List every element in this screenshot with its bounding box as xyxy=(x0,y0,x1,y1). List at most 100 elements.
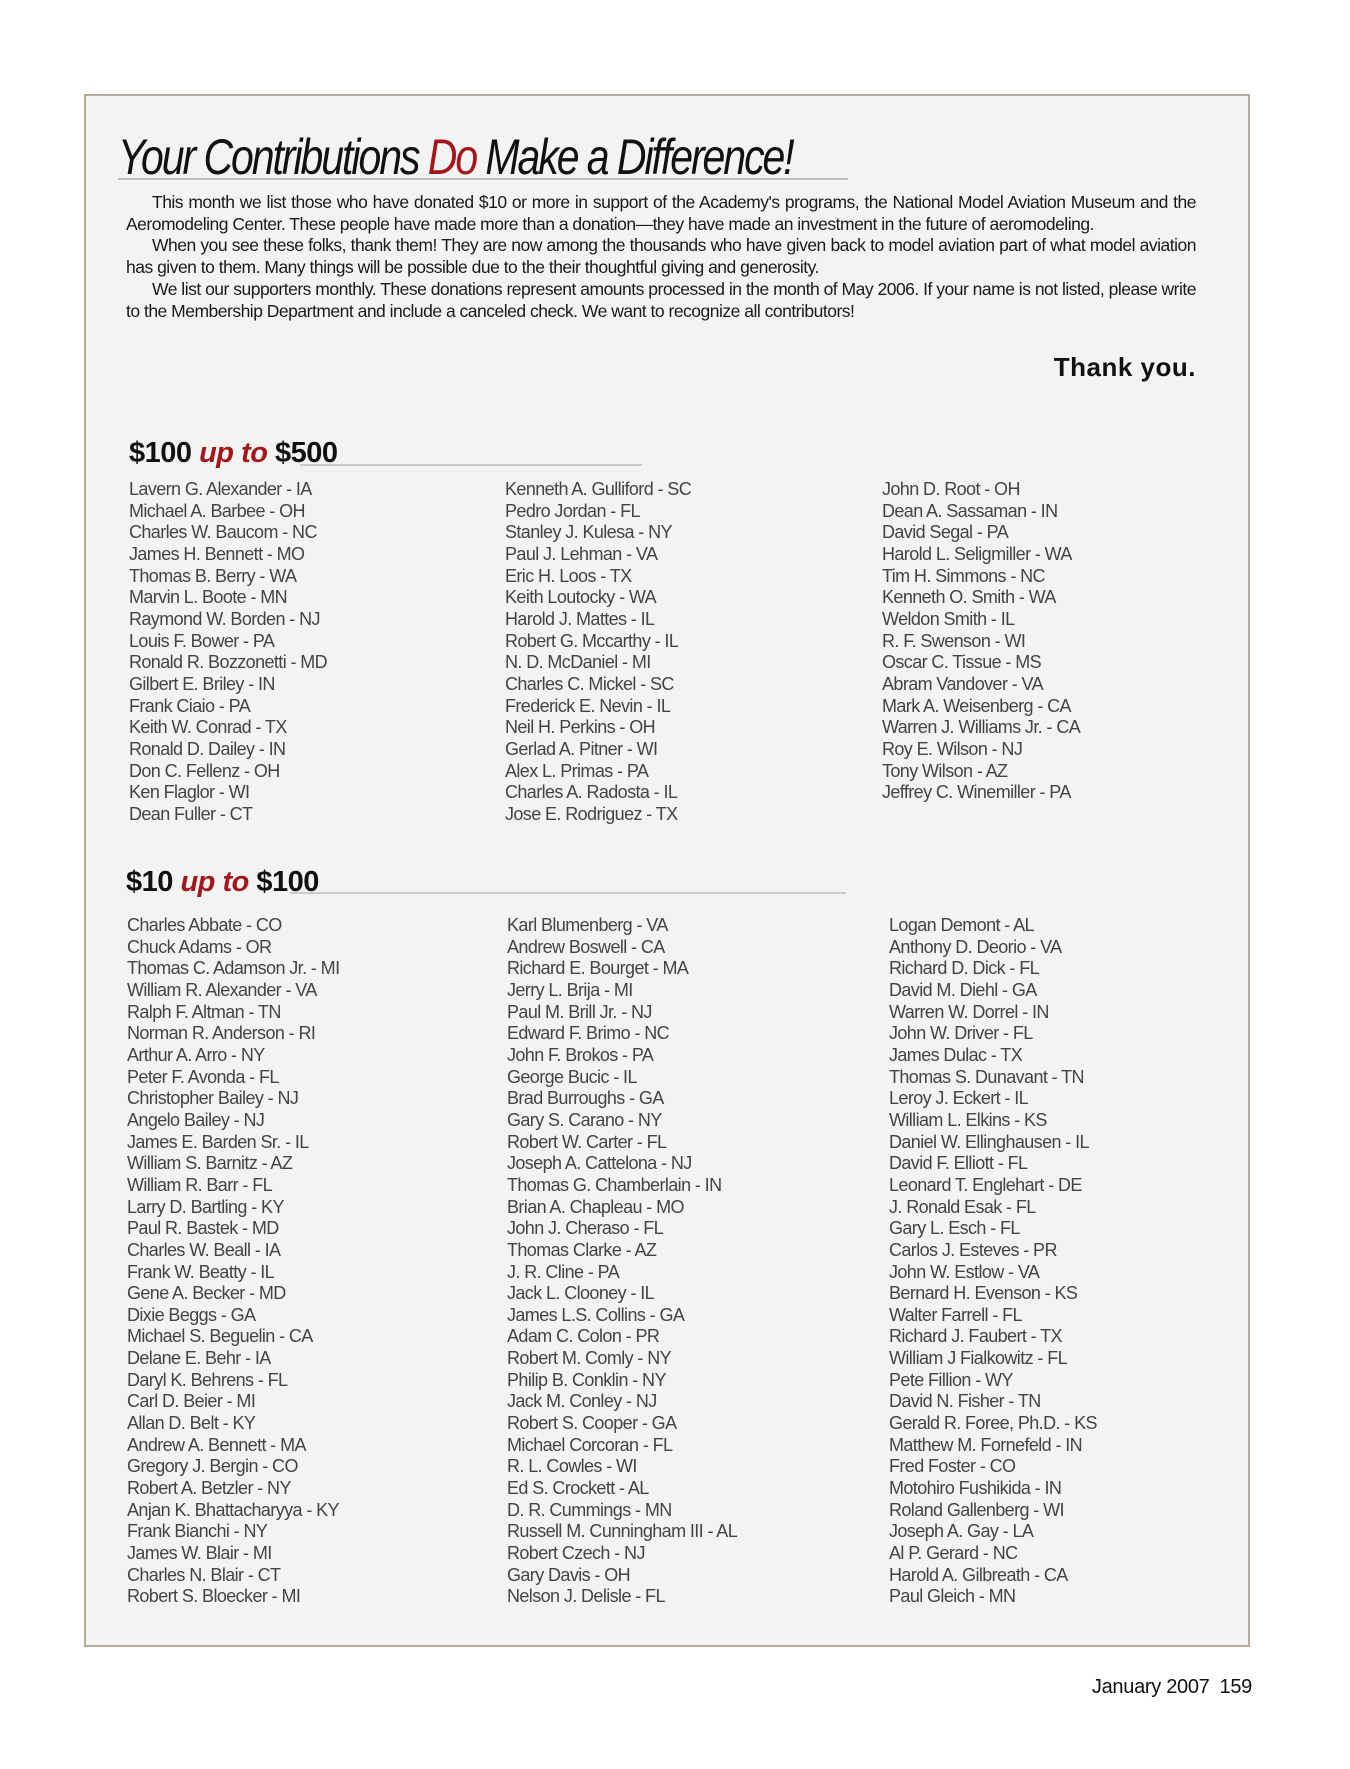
donor-name: Leonard T. Englehart - DE xyxy=(889,1174,1082,1195)
donor-name: Eric H. Loos - TX xyxy=(505,565,632,586)
donor-name: Gene A. Becker - MD xyxy=(127,1283,286,1304)
donor-name: Norman R. Anderson - RI xyxy=(127,1023,316,1044)
donor-name: Keith W. Conrad - TX xyxy=(129,717,287,738)
donor-name: Leroy J. Eckert - IL xyxy=(889,1088,1029,1109)
donor-name: Harold A. Gilbreath - CA xyxy=(889,1564,1068,1585)
intro-paragraph: This month we list those who have donate… xyxy=(126,192,1197,234)
donor-name: Charles Abbate - CO xyxy=(127,915,282,935)
donor-name: Gary Davis - OH xyxy=(507,1564,631,1585)
donor-name: Charles N. Blair - CT xyxy=(127,1564,281,1585)
donor-name: Neil H. Perkins - OH xyxy=(505,717,656,738)
donor-name: Bernard H. Evenson - KS xyxy=(889,1283,1078,1304)
donor-name: Oscar C. Tissue - MS xyxy=(882,652,1042,673)
donor-name: Ronald D. Dailey - IN xyxy=(129,738,286,759)
donor-name: Delane E. Behr - IA xyxy=(127,1348,271,1369)
donor-name: Jack M. Conley - NJ xyxy=(507,1391,657,1412)
donor-name: Michael A. Barbee - OH xyxy=(129,500,305,521)
donor-name: Allan D. Belt - KY xyxy=(127,1413,256,1434)
donor-name: Paul M. Brill Jr. - NJ xyxy=(507,1001,652,1022)
donor-name: Paul Gleich - MN xyxy=(889,1586,1016,1607)
amount-low: $100 xyxy=(129,437,200,469)
donor-name: Charles C. Mickel - SC xyxy=(505,673,674,694)
donor-name: Joseph A. Cattelona - NJ xyxy=(507,1153,692,1174)
donor-name: Frank Bianchi - NY xyxy=(127,1521,268,1542)
donor-name: Frank Ciaio - PA xyxy=(129,695,251,716)
donor-name: R. L. Cowles - WI xyxy=(507,1456,637,1477)
donor-name: Gregory J. Bergin - CO xyxy=(127,1456,298,1477)
donor-name: David F. Elliott - FL xyxy=(889,1153,1028,1174)
donor-name: Gerald R. Foree, Ph.D. - KS xyxy=(889,1413,1097,1434)
donor-name: Robert G. Mccarthy - IL xyxy=(505,630,679,651)
donor-name: Charles W. Beall - IA xyxy=(127,1239,281,1260)
donor-name: Philip B. Conklin - NY xyxy=(507,1369,666,1390)
donor-name: Pete Fillion - WY xyxy=(889,1369,1013,1390)
donor-name: John J. Cheraso - FL xyxy=(507,1218,664,1239)
donor-column: Lavern G. Alexander - IA Michael A. Barbe… xyxy=(129,479,328,826)
donor-column: Logan Demont - AL Anthony D. Deorio - VA R… xyxy=(889,915,1097,1608)
donor-name: James L.S. Collins - GA xyxy=(507,1304,685,1325)
donor-name: Kenneth A. Gulliford - SC xyxy=(505,479,692,499)
amount-low: $10 xyxy=(126,866,181,898)
donor-name: D. R. Cummings - MN xyxy=(507,1499,672,1520)
donor-name: Gilbert E. Briley - IN xyxy=(129,673,275,694)
donor-name: Adam C. Colon - PR xyxy=(507,1326,660,1347)
donor-name: Peter F. Avonda - FL xyxy=(127,1066,279,1087)
donor-name: Weldon Smith - IL xyxy=(882,608,1015,629)
donor-name: Mark A. Weisenberg - CA xyxy=(882,695,1072,716)
donor-name: George Bucic - IL xyxy=(507,1066,637,1087)
donor-name: John W. Driver - FL xyxy=(889,1023,1033,1044)
donor-name: Edward F. Brimo - NC xyxy=(507,1023,670,1044)
donor-name: William J Fialkowitz - FL xyxy=(889,1348,1068,1369)
donor-name: Jeffrey C. Winemiller - PA xyxy=(882,782,1071,803)
donor-name: Daniel W. Ellinghausen - IL xyxy=(889,1131,1090,1152)
donor-name: Roy E. Wilson - NJ xyxy=(882,738,1023,759)
donor-name: James Dulac - TX xyxy=(889,1044,1023,1065)
section-rule xyxy=(300,464,642,466)
donor-name: Michael S. Beguelin - CA xyxy=(127,1326,313,1347)
thank-you: Thank you. xyxy=(1053,352,1196,382)
donor-name: Dean A. Sassaman - IN xyxy=(882,500,1058,521)
donor-name: Frank W. Beatty - IL xyxy=(127,1261,275,1282)
donor-name: Russell M. Cunningham III - AL xyxy=(507,1521,738,1542)
donor-name: James W. Blair - MI xyxy=(127,1543,272,1564)
donor-name: Larry D. Bartling - KY xyxy=(127,1196,284,1217)
donor-name: Ed S. Crockett - AL xyxy=(507,1478,649,1499)
donor-name: Thomas G. Chamberlain - IN xyxy=(507,1174,722,1195)
donor-name: James H. Bennett - MO xyxy=(129,543,305,564)
donor-name: Harold J. Mattes - IL xyxy=(505,608,655,629)
donor-name: Robert Czech - NJ xyxy=(507,1543,645,1564)
donor-name: N. D. McDaniel - MI xyxy=(505,652,651,673)
donor-name: Kenneth O. Smith - WA xyxy=(882,587,1056,608)
donor-name: Gary L. Esch - FL xyxy=(889,1218,1020,1239)
donor-name: Louis F. Bower - PA xyxy=(129,630,275,651)
donor-name: J. Ronald Esak - FL xyxy=(889,1196,1036,1217)
donor-name: Arthur A. Arro - NY xyxy=(127,1044,265,1065)
title-underline xyxy=(118,178,848,180)
page-number: 159 xyxy=(1219,1676,1253,1698)
donor-name: Thomas Clarke - AZ xyxy=(507,1239,657,1260)
donor-name: Brad Burroughs - GA xyxy=(507,1088,664,1109)
donor-name: Thomas C. Adamson Jr. - MI xyxy=(127,958,340,979)
donor-name: Andrew Boswell - CA xyxy=(507,936,665,957)
page-footer: January 2007 159 xyxy=(1082,1676,1252,1699)
donor-name: Robert A. Betzler - NY xyxy=(127,1478,291,1499)
donor-name: Robert W. Carter - FL xyxy=(507,1131,667,1152)
section-rule xyxy=(290,892,846,894)
title-text: Make a Difference! xyxy=(476,129,794,185)
donor-name: Roland Gallenberg - WI xyxy=(889,1499,1064,1520)
donor-name: Don C. Fellenz - OH xyxy=(129,760,280,781)
donor-name: Robert M. Comly - NY xyxy=(507,1348,672,1369)
page-title: Your Contributions Do Make a Difference! xyxy=(118,128,795,186)
donor-name: William R. Barr - FL xyxy=(127,1174,273,1195)
donor-name: Al P. Gerard - NC xyxy=(889,1543,1018,1564)
donor-name: Gary S. Carano - NY xyxy=(507,1109,662,1130)
intro-paragraph: When you see these folks, thank them! Th… xyxy=(126,235,1197,278)
donor-name: Paul J. Lehman - VA xyxy=(505,543,658,564)
donor-name: Raymond W. Borden - NJ xyxy=(129,608,320,629)
section-heading-10-100: $10 up to $100 xyxy=(126,866,319,899)
donor-name: Thomas B. Berry - WA xyxy=(129,565,297,586)
donor-name: Jose E. Rodriguez - TX xyxy=(505,803,678,824)
donor-name: Pedro Jordan - FL xyxy=(505,500,640,521)
donor-column: John D. Root - OH Dean A. Sassaman - IN Da… xyxy=(882,479,1081,804)
donor-name: David N. Fisher - TN xyxy=(889,1391,1041,1412)
